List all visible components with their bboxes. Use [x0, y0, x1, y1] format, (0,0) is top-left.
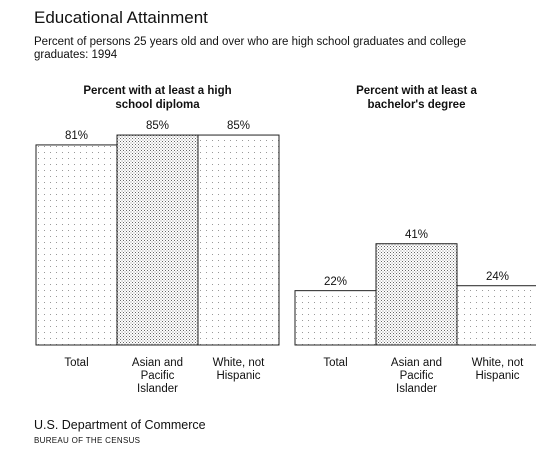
title: Educational Attainment [34, 8, 208, 27]
bar [375, 243, 458, 346]
bar [456, 285, 536, 346]
footer-department: U.S. Department of Commerce [34, 418, 206, 432]
value-label: 22% [323, 275, 348, 288]
bar [197, 134, 280, 346]
category-label: Asian and Pacific Islander [131, 357, 184, 395]
value-label: 81% [64, 129, 89, 142]
panel-title: Percent with at least a high school dipl… [83, 85, 232, 111]
bar [294, 290, 377, 346]
value-label: 24% [485, 270, 510, 283]
footer-bureau: BUREAU OF THE CENSUS [34, 436, 141, 445]
value-label: 41% [404, 228, 429, 241]
bar [35, 144, 118, 346]
value-label: 85% [226, 120, 251, 133]
category-label: White, not Hispanic [471, 357, 524, 382]
subtitle: Percent of persons 25 years old and over… [34, 36, 467, 61]
category-label: Asian and Pacific Islander [390, 357, 443, 395]
value-label: 85% [145, 120, 170, 133]
category-label: Total [323, 357, 348, 369]
panel-title: Percent with at least a bachelor's degre… [356, 85, 477, 111]
category-label: White, not Hispanic [212, 357, 265, 382]
category-label: Total [64, 357, 89, 369]
bar [116, 134, 199, 346]
